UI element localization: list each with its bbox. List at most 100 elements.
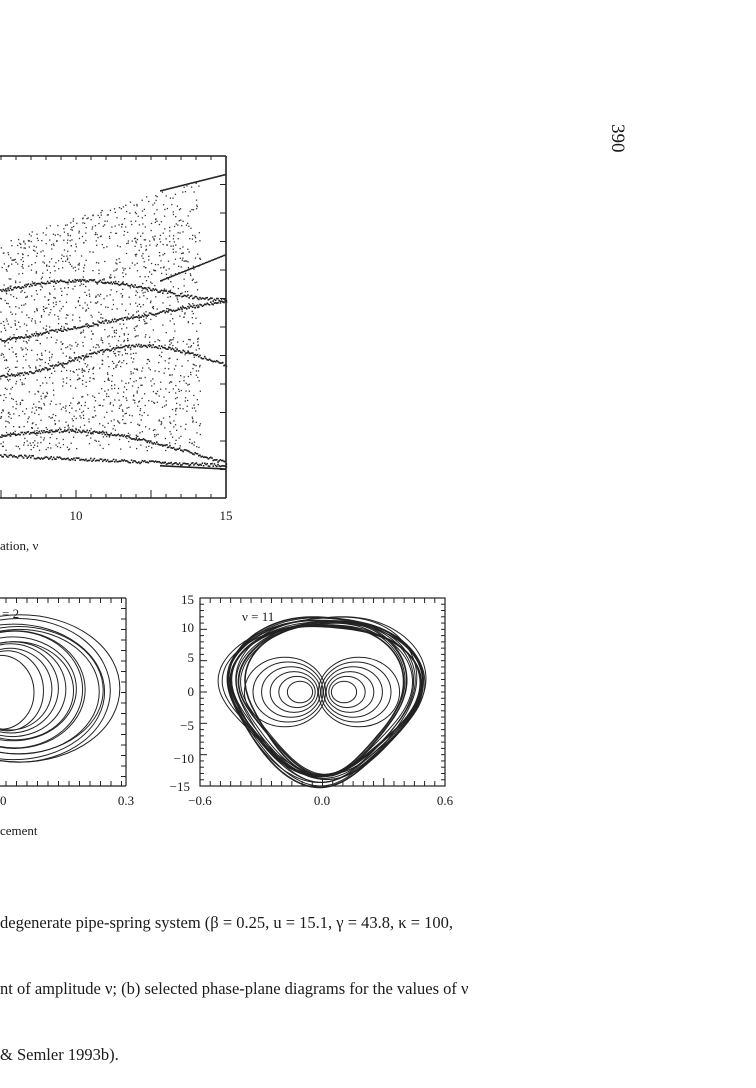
bif-point — [143, 208, 146, 211]
bif-point — [173, 274, 176, 277]
bif-point — [12, 406, 14, 408]
bif-point — [30, 269, 33, 271]
bif-point — [54, 330, 56, 332]
bif-point — [90, 432, 92, 434]
bif-point — [184, 260, 186, 262]
bif-point — [205, 178, 207, 181]
bif-point — [109, 433, 111, 436]
bif-point — [80, 332, 82, 334]
bif-point — [196, 306, 199, 309]
bif-point — [184, 354, 186, 356]
bif-point — [123, 317, 126, 319]
bif-point — [190, 268, 192, 270]
bif-point — [40, 441, 42, 444]
bif-point — [65, 260, 67, 262]
bif-point — [115, 355, 117, 357]
bif-point — [28, 239, 30, 242]
bif-point — [160, 272, 163, 275]
bif-point — [193, 441, 196, 443]
bif-point — [122, 418, 124, 421]
bif-point — [91, 279, 93, 282]
bif-point — [152, 204, 154, 206]
bif-point — [16, 328, 18, 331]
bif-point — [14, 366, 17, 368]
bif-point — [98, 295, 101, 297]
phase-left-orbit — [0, 636, 77, 742]
bif-point — [16, 360, 18, 362]
bif-point — [38, 282, 40, 285]
bif-point — [146, 449, 148, 452]
bif-point — [104, 260, 106, 263]
bif-point — [142, 460, 145, 463]
bif-point — [157, 339, 159, 341]
bif-point — [111, 410, 113, 412]
bif-point — [167, 278, 170, 280]
bif-point — [221, 174, 224, 177]
bif-point — [148, 445, 150, 447]
bif-point — [45, 448, 47, 451]
bif-point — [90, 330, 93, 332]
bif-point — [134, 211, 137, 214]
bif-point — [19, 403, 22, 406]
bif-point — [111, 336, 113, 338]
bif-point — [164, 461, 166, 464]
bif-point — [166, 348, 169, 350]
bif-point — [157, 347, 159, 350]
bif-point — [42, 332, 44, 335]
bif-point — [96, 244, 98, 246]
bif-point — [13, 336, 15, 339]
bif-point — [81, 411, 83, 414]
bif-point — [197, 337, 199, 340]
bif-point — [131, 262, 134, 264]
bif-point — [215, 176, 218, 178]
bif-point — [43, 437, 46, 439]
phase-left-x-tick-0: 0 — [0, 793, 7, 808]
bif-point — [92, 352, 94, 355]
bif-point — [1, 290, 3, 293]
bif-point — [80, 283, 83, 285]
bif-point — [122, 267, 124, 269]
bif-point — [45, 331, 48, 333]
bif-point — [145, 439, 147, 442]
bif-point — [42, 431, 44, 434]
bif-point — [85, 285, 87, 288]
bif-point — [152, 288, 154, 290]
bif-point — [179, 257, 181, 259]
bif-point — [62, 406, 64, 408]
bif-point — [53, 305, 55, 308]
bif-point — [210, 359, 212, 362]
bif-point — [28, 433, 31, 435]
bif-point — [48, 368, 50, 371]
bif-point — [23, 304, 25, 306]
bif-point — [223, 174, 225, 176]
bif-point — [64, 407, 66, 409]
bif-point — [194, 295, 196, 298]
bif-point — [36, 233, 38, 235]
bif-point — [184, 397, 187, 399]
bif-point — [191, 182, 194, 184]
bif-point — [78, 402, 81, 404]
bif-point — [172, 187, 174, 189]
bif-point — [79, 304, 81, 307]
bif-point — [31, 333, 33, 336]
bif-point — [220, 362, 223, 364]
phase-right-y-tick-m10: −10 — [174, 751, 194, 766]
bif-point — [208, 260, 210, 263]
bif-point — [152, 460, 154, 463]
bif-point — [32, 334, 34, 337]
bif-point — [80, 255, 83, 257]
bif-point — [132, 314, 134, 316]
bif-point — [114, 335, 116, 338]
bif-point — [144, 276, 146, 278]
bif-point — [13, 413, 15, 415]
bif-point — [74, 327, 76, 329]
bif-point — [148, 441, 151, 444]
bif-point — [200, 304, 202, 306]
bif-point — [187, 466, 189, 468]
bif-point — [160, 190, 162, 192]
bif-point — [31, 295, 33, 297]
bif-point — [153, 314, 156, 316]
bif-point — [38, 368, 40, 371]
bif-point — [55, 342, 57, 344]
bif-point — [174, 448, 176, 451]
